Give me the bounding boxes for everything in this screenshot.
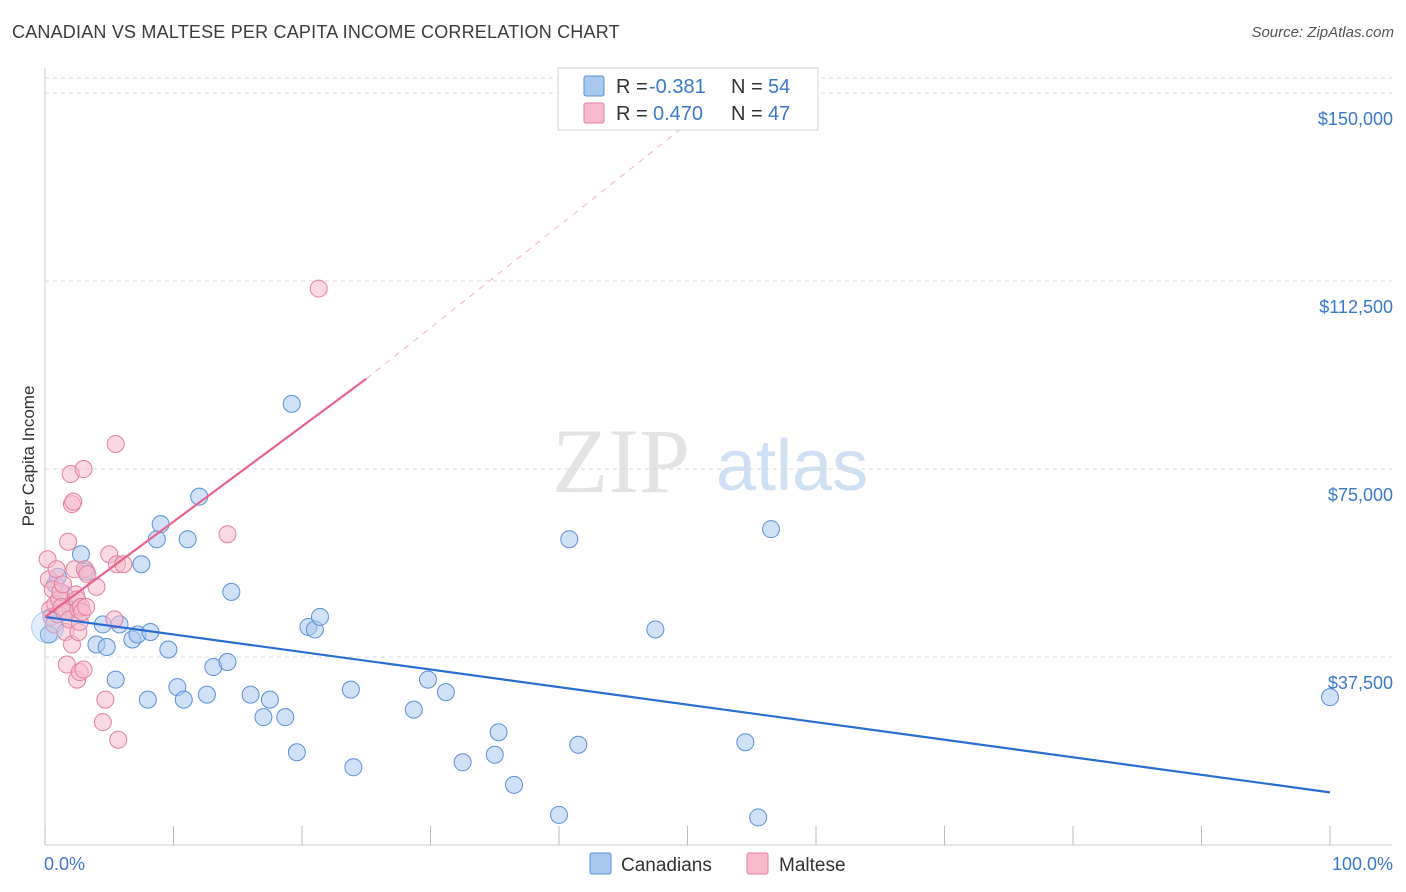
watermark-atlas: atlas [716, 426, 868, 506]
point-canadians [453, 753, 472, 772]
point-maltese [74, 660, 93, 679]
point-canadians [159, 640, 178, 659]
point-canadians [282, 394, 301, 413]
legend-swatch-canadians [583, 75, 605, 97]
chart-title: CANADIAN VS MALTESE PER CAPITA INCOME CO… [12, 22, 620, 42]
point-canadians [138, 690, 157, 709]
point-canadians [344, 758, 363, 777]
point-canadians [418, 670, 437, 689]
point-maltese [96, 690, 115, 709]
point-maltese [109, 730, 128, 749]
legend-r-value-canadians: -0.381 [649, 76, 706, 98]
series-legend-label-maltese: Maltese [779, 855, 846, 876]
x-axis-ticks [44, 826, 1331, 845]
trend-lines [44, 92, 1331, 794]
data-points [31, 279, 1339, 827]
point-canadians [550, 805, 568, 824]
legend-n-value-maltese: 47 [768, 103, 790, 125]
point-canadians [762, 520, 781, 539]
trend-line-maltese-extrapolated [365, 92, 727, 380]
watermark: ZIP atlas [552, 410, 868, 512]
trend-line-canadians [44, 615, 1331, 794]
y-tick-label: $112,500 [1319, 297, 1393, 317]
point-canadians [174, 690, 193, 709]
point-canadians [569, 735, 588, 754]
point-canadians [97, 637, 116, 656]
point-maltese [93, 713, 112, 732]
y-tick-label: $37,500 [1328, 673, 1393, 693]
point-canadians [106, 670, 125, 689]
point-canadians [310, 607, 329, 626]
point-canadians [505, 775, 524, 794]
watermark-zip: ZIP [552, 410, 690, 512]
series-legend-label-canadians: Canadians [621, 855, 712, 876]
point-canadians [71, 545, 90, 564]
point-canadians [222, 582, 241, 601]
legend-r-label: R = [616, 103, 648, 125]
point-canadians [560, 530, 579, 549]
point-canadians [254, 708, 273, 727]
series-legend-swatch-maltese [746, 852, 769, 875]
series-legend: Canadians Maltese [589, 852, 846, 876]
y-tick-label: $150,000 [1318, 109, 1393, 129]
point-canadians [485, 745, 504, 764]
source-credit: Source: ZipAtlas.com [1251, 24, 1394, 41]
point-canadians [241, 685, 260, 704]
point-maltese [47, 560, 66, 579]
point-canadians [436, 683, 455, 702]
point-maltese [218, 525, 237, 544]
point-canadians [260, 690, 279, 709]
point-canadians [404, 700, 423, 719]
point-maltese [53, 575, 72, 594]
x-tick-label-min: 0.0% [44, 854, 85, 874]
point-maltese [77, 597, 96, 616]
x-tick-label-max: 100.0% [1332, 854, 1393, 874]
series-legend-swatch-canadians [589, 852, 612, 875]
point-canadians [178, 530, 197, 549]
legend-n-value-canadians: 54 [768, 76, 790, 98]
point-canadians [218, 653, 237, 672]
point-maltese [59, 532, 78, 551]
point-canadians [276, 708, 295, 727]
point-maltese [105, 610, 124, 629]
point-canadians [341, 680, 360, 699]
point-canadians [132, 555, 151, 574]
point-canadians [1321, 688, 1339, 707]
y-tick-label: $75,000 [1328, 485, 1393, 505]
point-canadians [489, 723, 508, 742]
point-maltese [309, 279, 328, 298]
legend-n-label: N = [731, 76, 763, 98]
point-canadians [749, 808, 768, 827]
y-axis-title: Per Capita Income [19, 386, 38, 527]
point-maltese [74, 460, 93, 479]
point-maltese [106, 434, 125, 453]
point-maltese [64, 492, 83, 511]
point-canadians [197, 685, 216, 704]
gridlines [45, 77, 1392, 658]
legend-r-label: R = [616, 76, 648, 98]
point-canadians [646, 620, 665, 639]
point-maltese [78, 565, 97, 584]
legend-r-value-maltese: 0.470 [653, 103, 703, 125]
trend-line-maltese [44, 377, 367, 618]
point-maltese [87, 577, 106, 596]
stats-legend: R = -0.381 N = 54 R = 0.470 N = 47 [557, 67, 819, 131]
point-canadians [287, 743, 306, 762]
point-canadians [736, 733, 755, 752]
legend-n-label: N = [731, 103, 763, 125]
y-axis-tick-labels: $37,500 $75,000 $112,500 $150,000 [1318, 109, 1393, 693]
legend-swatch-maltese [583, 102, 605, 124]
